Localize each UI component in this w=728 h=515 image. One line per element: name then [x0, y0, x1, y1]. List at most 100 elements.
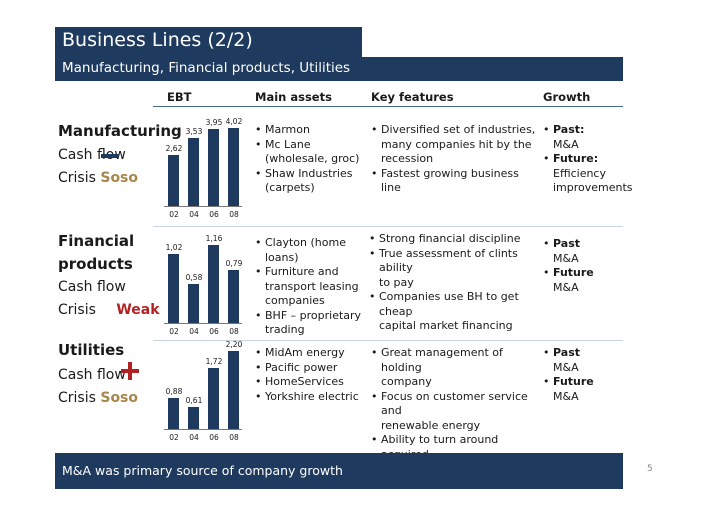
column-header-main-assets: Main assets — [255, 90, 332, 104]
crisis-row-manufacturing: Crisis Soso — [58, 170, 138, 186]
chart-baseline — [164, 323, 242, 324]
x-tick-label: 06 — [209, 327, 219, 336]
crisis-status-badge: Weak — [116, 302, 160, 318]
slide-subtitle: Manufacturing, Financial products, Utili… — [62, 60, 351, 76]
cash-flow-label-utilities: Cash flow — [58, 367, 126, 383]
ebt-bar-04 — [188, 138, 199, 206]
list-item-detail: M&A — [553, 280, 579, 294]
list-item-detail: Efficiency — [553, 166, 606, 180]
row-title-financial-line1: Financial — [58, 232, 135, 250]
chart-baseline — [164, 429, 242, 430]
ebt-bar-08 — [228, 128, 239, 206]
list-item: Diversified set of industries,many compa… — [371, 123, 539, 167]
list-item: Past — [543, 237, 623, 252]
ebt-bar-04 — [188, 407, 199, 429]
x-tick-label: 08 — [229, 327, 239, 336]
column-header-growth: Growth — [543, 90, 591, 104]
ebt-chart-manufacturing: 2,62 02 3,53 04 3,95 06 4,02 08 — [164, 112, 246, 220]
x-tick-label: 06 — [209, 210, 219, 219]
slide-title: Business Lines (2/2) — [62, 29, 253, 51]
list-item: Marmon — [255, 123, 367, 138]
list-item-detail: M&A — [553, 137, 579, 151]
x-tick-label: 04 — [189, 433, 199, 442]
header-divider — [153, 106, 623, 107]
list-item: HomeServices — [255, 375, 367, 390]
main-assets-utilities: MidAm energy Pacific power HomeServices … — [255, 346, 367, 404]
ebt-value-label: 4,02 — [225, 117, 243, 126]
page-number: 5 — [647, 464, 653, 474]
list-item: Future — [543, 266, 623, 281]
ebt-value-label: 0,61 — [185, 396, 203, 405]
x-tick-label: 02 — [169, 327, 179, 336]
ebt-chart-utilities: 0,88 02 0,61 04 1,72 06 2,20 08 — [164, 340, 246, 446]
list-item-detail: improvements — [553, 181, 633, 194]
ebt-value-label: 0,58 — [185, 273, 203, 282]
x-tick-label: 08 — [229, 210, 239, 219]
x-tick-label: 08 — [229, 433, 239, 442]
crisis-status-badge: Soso — [100, 390, 139, 406]
crisis-label: Crisis — [58, 390, 96, 406]
growth-manufacturing: Past: M&A Future: Efficiency improvement… — [543, 123, 633, 196]
ebt-value-label: 0,88 — [165, 387, 183, 396]
ebt-bar-06 — [208, 368, 219, 429]
growth-financial: Past M&A Future M&A — [543, 237, 623, 295]
crisis-row-financial: Crisis Weak — [58, 302, 160, 318]
ebt-chart-financial: 1,02 02 0,58 04 1,16 06 0,79 08 — [164, 234, 246, 340]
ebt-value-label: 0,79 — [225, 259, 243, 268]
list-item-detail: M&A — [553, 389, 579, 403]
subtitle-bar: Manufacturing, Financial products, Utili… — [55, 57, 623, 81]
chart-baseline — [164, 206, 242, 207]
x-tick-label: 04 — [189, 327, 199, 336]
ebt-bar-04 — [188, 284, 199, 323]
ebt-bar-02 — [168, 155, 179, 206]
key-features-financial: Strong financial discipline True assessm… — [369, 232, 539, 334]
x-tick-label: 02 — [169, 210, 179, 219]
list-item: Past: — [543, 123, 623, 138]
minus-icon — [101, 154, 119, 158]
ebt-value-label: 2,62 — [165, 144, 183, 153]
row-title-financial-line2: products — [58, 255, 133, 273]
ebt-value-label: 2,20 — [225, 340, 243, 349]
title-bar: Business Lines (2/2) — [55, 27, 362, 57]
cash-flow-label-manufacturing: Cash flow — [58, 147, 126, 163]
crisis-label: Crisis — [58, 302, 96, 318]
crisis-status-badge: Soso — [100, 170, 139, 186]
ebt-bar-08 — [228, 351, 239, 429]
crisis-row-utilities: Crisis Soso — [58, 390, 138, 406]
x-tick-label: 06 — [209, 433, 219, 442]
ebt-value-label: 1,72 — [205, 357, 223, 366]
list-item-detail: M&A — [553, 251, 579, 265]
ebt-bar-06 — [208, 129, 219, 206]
list-item: Pacific power — [255, 361, 367, 376]
ebt-bar-08 — [228, 270, 239, 323]
list-item: Shaw Industries(carpets) — [255, 167, 367, 196]
ebt-bar-02 — [168, 398, 179, 429]
footer-text: M&A was primary source of company growth — [62, 463, 343, 478]
ebt-value-label: 3,95 — [205, 118, 223, 127]
x-tick-label: 02 — [169, 433, 179, 442]
row-title-manufacturing: Manufacturing — [58, 122, 182, 140]
row-divider — [153, 340, 623, 341]
ebt-value-label: 1,02 — [165, 243, 183, 252]
list-item: Past — [543, 346, 623, 361]
ebt-value-label: 1,16 — [205, 234, 223, 243]
list-item-detail: M&A — [553, 360, 579, 374]
list-item: Future — [543, 375, 623, 390]
crisis-label: Crisis — [58, 170, 96, 186]
list-item: MidAm energy — [255, 346, 367, 361]
list-item: Future: — [543, 152, 623, 167]
list-item: Yorkshire electric — [255, 390, 367, 405]
cash-flow-label-financial: Cash flow — [58, 279, 126, 295]
column-header-ebt: EBT — [167, 90, 192, 104]
list-item: Strong financial discipline — [369, 232, 539, 247]
row-title-utilities: Utilities — [58, 341, 125, 359]
x-tick-label: 04 — [189, 210, 199, 219]
